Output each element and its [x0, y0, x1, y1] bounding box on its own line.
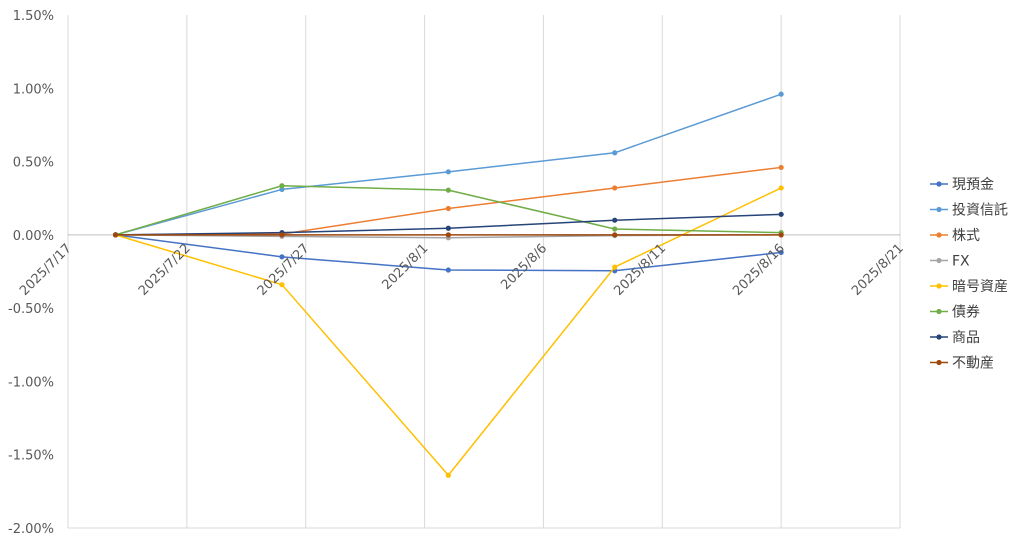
data-point — [445, 205, 451, 212]
y-tick-label: 1.50% — [13, 9, 54, 24]
x-tick-label: 2025/8/21 — [849, 241, 907, 299]
legend-item[interactable]: 暗号資産 — [930, 279, 1008, 295]
data-point — [612, 185, 618, 191]
legend-label: 現預金 — [952, 177, 994, 193]
data-point — [778, 211, 784, 217]
x-tick-label: 2025/8/1 — [380, 241, 432, 293]
y-tick-label: -1.00% — [8, 375, 54, 390]
data-point — [778, 185, 784, 191]
data-point — [279, 186, 285, 193]
data-point — [778, 249, 784, 256]
gridlines — [67, 15, 901, 529]
legend-item[interactable]: 投資信託 — [930, 203, 1008, 219]
y-tick-label: -0.50% — [8, 302, 54, 317]
data-point — [279, 254, 285, 260]
legend-label: 債券 — [952, 305, 980, 321]
series-1 — [112, 91, 784, 238]
legend-marker — [936, 359, 942, 366]
legend-marker — [936, 232, 942, 238]
legend-item[interactable]: 不動産 — [930, 356, 994, 372]
data-point — [445, 169, 451, 175]
x-tick-label: 2025/7/17 — [17, 241, 75, 299]
series-4 — [112, 185, 784, 478]
data-point — [445, 225, 451, 231]
legend-marker — [936, 283, 942, 289]
data-point — [778, 164, 784, 171]
legend-marker — [936, 257, 942, 264]
legend-marker — [936, 206, 942, 213]
x-tick-label: 2025/8/6 — [498, 241, 550, 293]
y-tick-label: 0.50% — [13, 156, 54, 171]
legend-marker — [936, 334, 942, 340]
data-point — [445, 267, 451, 273]
legend-item[interactable]: FX — [930, 254, 970, 270]
x-tick-label: 2025/8/16 — [730, 241, 788, 299]
legend-label: 不動産 — [952, 356, 994, 372]
legend-label: 投資信託 — [952, 203, 1008, 219]
x-tick-label: 2025/7/27 — [255, 241, 313, 299]
data-point — [112, 232, 119, 238]
y-tick-label: -1.50% — [8, 449, 54, 464]
data-point — [778, 232, 784, 238]
legend-item[interactable]: 商品 — [930, 330, 980, 346]
y-tick-label: 0.00% — [13, 229, 54, 244]
data-point — [612, 232, 618, 238]
series-lines — [112, 91, 784, 478]
legend-label: 株式 — [952, 228, 980, 244]
series-7 — [112, 232, 784, 238]
legend-item[interactable]: 株式 — [930, 228, 980, 244]
data-point — [445, 472, 451, 478]
legend-label: 商品 — [952, 330, 980, 346]
data-point — [612, 264, 618, 270]
legend-label: FX — [952, 254, 970, 270]
data-point — [279, 183, 285, 189]
data-point — [445, 187, 451, 193]
series-line — [115, 93, 782, 236]
legend-marker — [936, 181, 942, 187]
data-point — [445, 232, 451, 238]
series-line — [115, 166, 782, 236]
data-point — [612, 217, 618, 223]
data-point — [612, 226, 618, 232]
legend-item[interactable]: 現預金 — [930, 177, 994, 193]
data-point — [612, 150, 618, 156]
data-point — [279, 232, 285, 238]
legend-label: 暗号資産 — [952, 279, 1008, 295]
data-point — [778, 91, 784, 97]
series-line — [115, 213, 782, 236]
y-axis-tick-labels: 1.50% 1.00% 0.50% 0.00% -0.50% -1.00% -1.50% -2… — [8, 9, 54, 537]
data-point — [279, 282, 285, 288]
legend-item[interactable]: 債券 — [930, 305, 980, 321]
y-tick-label: 1.00% — [13, 82, 54, 97]
y-tick-label: -2.00% — [8, 522, 54, 537]
legend-marker — [936, 308, 942, 315]
